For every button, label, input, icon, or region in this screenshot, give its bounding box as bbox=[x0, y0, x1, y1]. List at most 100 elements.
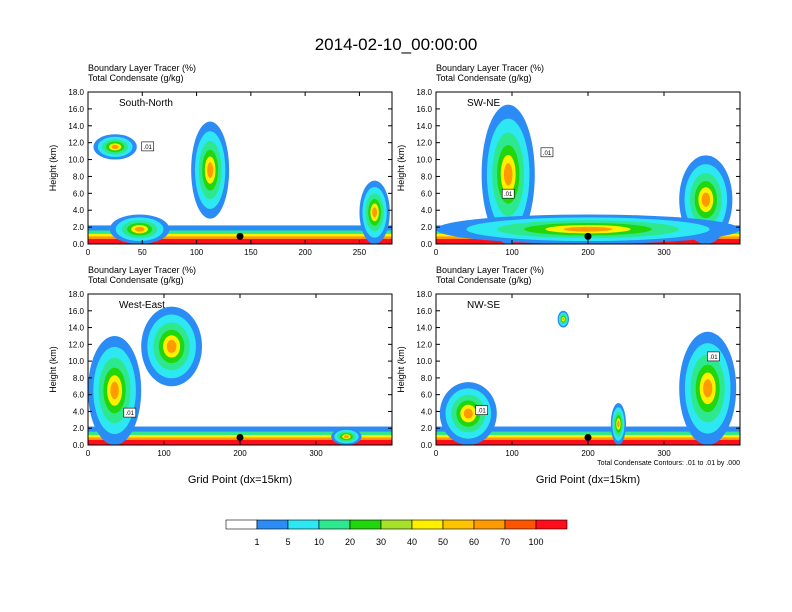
tracer-field bbox=[88, 121, 392, 244]
panel-title: Boundary Layer Tracer (%) bbox=[88, 63, 196, 73]
colorbar-label: 1 bbox=[254, 537, 259, 547]
y-axis-label: Height (km) bbox=[396, 346, 406, 393]
y-tick-label: 4.0 bbox=[421, 206, 433, 215]
x-tick-label: 50 bbox=[138, 248, 147, 257]
section-label: South-North bbox=[119, 98, 173, 109]
x-tick-label: 200 bbox=[581, 449, 595, 458]
tracer-plume bbox=[703, 379, 713, 398]
y-tick-label: 0.0 bbox=[73, 240, 85, 249]
section-label: West-East bbox=[119, 300, 165, 311]
y-tick-label: 8.0 bbox=[73, 172, 85, 181]
y-axis-label: Height (km) bbox=[48, 346, 58, 393]
location-marker bbox=[584, 433, 592, 441]
tracer-plume bbox=[463, 408, 473, 419]
panel-subtitle: Total Condensate (g/kg) bbox=[88, 73, 184, 83]
tracer-plume bbox=[562, 317, 565, 321]
y-tick-label: 6.0 bbox=[421, 189, 433, 198]
tracer-plume bbox=[111, 144, 119, 149]
y-tick-label: 10.0 bbox=[68, 357, 84, 366]
tracer-plume bbox=[110, 381, 119, 400]
y-tick-label: 2.0 bbox=[421, 223, 433, 232]
y-tick-label: 12.0 bbox=[68, 340, 84, 349]
colorbar-label: 5 bbox=[285, 537, 290, 547]
y-tick-label: 10.0 bbox=[68, 156, 84, 165]
y-tick-label: 14.0 bbox=[416, 324, 432, 333]
y-tick-label: 16.0 bbox=[68, 105, 84, 114]
contour-label-box bbox=[141, 141, 155, 152]
tracer-plume bbox=[563, 226, 613, 232]
colorbar-box bbox=[287, 519, 320, 530]
contour-label: .01 bbox=[543, 151, 552, 157]
x-tick-label: 100 bbox=[157, 449, 171, 458]
x-tick-label: 200 bbox=[298, 248, 312, 257]
y-tick-label: 0.0 bbox=[73, 441, 85, 450]
y-tick-label: 12.0 bbox=[416, 340, 432, 349]
y-tick-label: 14.0 bbox=[68, 324, 84, 333]
x-tick-label: 250 bbox=[353, 248, 367, 257]
panel-2: 0.0 2.0 4.0 6.0 8.0 10.0 12.0 14.0 16.0 18.0 0 100 2… bbox=[396, 63, 741, 257]
x-tick-label: 300 bbox=[309, 449, 323, 458]
section-label: SW-NE bbox=[467, 98, 500, 109]
panel-4: 0.0 2.0 4.0 6.0 8.0 10.0 12.0 14.0 16.0 18.0 0 100 2… bbox=[396, 265, 741, 486]
x-tick-label: 0 bbox=[434, 449, 439, 458]
y-tick-label: 2.0 bbox=[73, 223, 85, 232]
colorbar-box bbox=[535, 519, 568, 530]
panel-subtitle: Total Condensate (g/kg) bbox=[88, 275, 184, 285]
contour-label-box bbox=[123, 407, 137, 418]
contour-note: Total Condensate Contours: .01 to .01 by… bbox=[597, 460, 740, 467]
contour-label-box bbox=[475, 405, 488, 415]
contour-label: .01 bbox=[477, 409, 486, 415]
panel-subtitle: Total Condensate (g/kg) bbox=[436, 275, 532, 285]
colorbar-label: 30 bbox=[376, 537, 386, 547]
location-marker bbox=[584, 232, 592, 240]
y-tick-label: 8.0 bbox=[421, 172, 433, 181]
plot-frame bbox=[87, 91, 393, 245]
panel-title: Boundary Layer Tracer (%) bbox=[88, 265, 196, 275]
colorbar-label: 60 bbox=[469, 537, 479, 547]
x-tick-label: 100 bbox=[190, 248, 204, 257]
y-tick-label: 0.0 bbox=[421, 441, 433, 450]
colorbar-box bbox=[225, 519, 258, 530]
y-tick-label: 16.0 bbox=[68, 307, 84, 316]
y-tick-label: 16.0 bbox=[416, 105, 432, 114]
colorbar-box bbox=[380, 519, 413, 530]
y-tick-label: 14.0 bbox=[416, 122, 432, 131]
x-tick-label: 0 bbox=[434, 248, 439, 257]
y-tick-label: 14.0 bbox=[68, 122, 84, 131]
colorbar-box bbox=[442, 519, 475, 530]
y-tick-label: 10.0 bbox=[416, 357, 432, 366]
y-tick-label: 12.0 bbox=[416, 139, 432, 148]
tracer-plume bbox=[343, 435, 349, 438]
x-tick-label: 300 bbox=[657, 248, 671, 257]
colorbar-box bbox=[504, 519, 537, 530]
colorbar-label: 50 bbox=[438, 537, 448, 547]
panel-title: Boundary Layer Tracer (%) bbox=[436, 63, 544, 73]
x-tick-label: 150 bbox=[244, 248, 258, 257]
y-tick-label: 0.0 bbox=[421, 240, 433, 249]
y-axis-label: Height (km) bbox=[48, 145, 58, 192]
panel-3: 0.0 2.0 4.0 6.0 8.0 10.0 12.0 14.0 16.0 18.0 0 100 2… bbox=[48, 265, 393, 486]
contour-label: .01 bbox=[709, 355, 718, 361]
tracer-plume bbox=[134, 226, 145, 232]
contour-label: .01 bbox=[504, 192, 513, 198]
tracer-plume bbox=[503, 163, 513, 186]
y-axis-label: Height (km) bbox=[396, 145, 406, 192]
y-tick-label: 18.0 bbox=[416, 88, 432, 97]
y-tick-label: 4.0 bbox=[421, 407, 433, 416]
tracer-band bbox=[88, 238, 392, 244]
colorbar-box bbox=[256, 519, 289, 530]
colorbar-box bbox=[411, 519, 444, 530]
y-tick-label: 2.0 bbox=[421, 424, 433, 433]
colorbar-box bbox=[349, 519, 382, 530]
y-tick-label: 18.0 bbox=[68, 88, 84, 97]
panel-title: Boundary Layer Tracer (%) bbox=[436, 265, 544, 275]
y-tick-label: 8.0 bbox=[73, 374, 85, 383]
figure-title: 2014-02-10_00:00:00 bbox=[315, 35, 478, 54]
section-label: NW-SE bbox=[467, 300, 500, 311]
y-tick-label: 12.0 bbox=[68, 139, 84, 148]
y-tick-label: 18.0 bbox=[416, 290, 432, 299]
y-tick-label: 6.0 bbox=[73, 189, 85, 198]
contour-label-box bbox=[540, 147, 554, 158]
colorbar-label: 20 bbox=[345, 537, 355, 547]
tracer-field bbox=[436, 104, 740, 244]
